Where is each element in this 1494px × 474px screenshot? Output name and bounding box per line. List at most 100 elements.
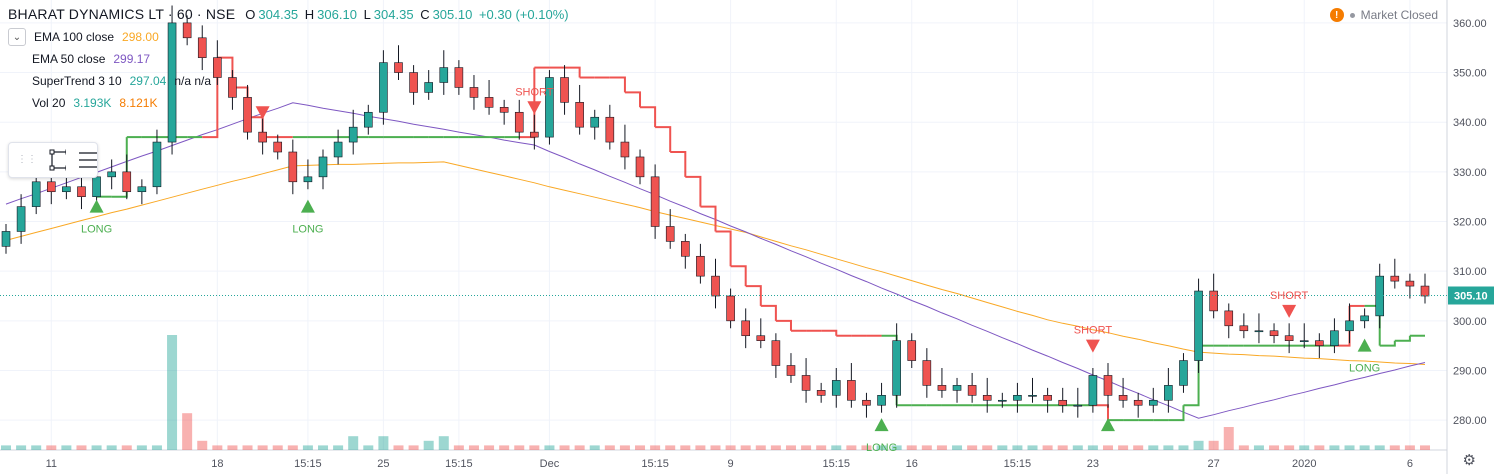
candle-body [635, 156, 645, 178]
drag-handle-icon[interactable]: ⋮⋮ [17, 154, 37, 165]
y-tick-label: 350.00 [1453, 68, 1487, 80]
volume-bar [182, 413, 193, 450]
volume-bar [378, 436, 389, 450]
candle [424, 70, 433, 100]
candle [409, 65, 418, 105]
candle [545, 70, 554, 145]
volume-bar [16, 445, 27, 450]
candle-body [786, 365, 796, 376]
candle [1254, 313, 1264, 344]
candle-body [348, 126, 358, 143]
volume-bar [604, 445, 615, 450]
collapse-legend-button[interactable]: ⌄ [8, 28, 26, 46]
candle [1043, 387, 1052, 413]
candle-body [318, 156, 328, 178]
y-tick-label: 290.00 [1453, 365, 1487, 377]
study-ema50[interactable]: EMA 50 close 299.17 [8, 48, 572, 70]
short-signal-label: SHORT [1074, 325, 1113, 337]
volume-bar [318, 445, 329, 450]
supertrend-segment [715, 230, 732, 267]
candle [1239, 313, 1249, 339]
volume-bar [468, 445, 479, 450]
candle-body [741, 320, 750, 337]
volume-bar [740, 445, 751, 450]
supertrend-segment [655, 126, 672, 152]
volume-bar [453, 445, 464, 450]
candle-body [363, 111, 373, 128]
volume-bar [1102, 445, 1113, 450]
volume-value: 3.193K [73, 96, 112, 110]
short-arrow-icon [1282, 304, 1297, 318]
candle [741, 308, 750, 349]
chart-settings-gear-icon[interactable]: ⚙ [1462, 452, 1476, 469]
candle [1299, 323, 1309, 349]
candle [635, 149, 645, 185]
candle [182, 15, 192, 46]
candle-body [1058, 399, 1068, 406]
candle-body [605, 116, 615, 143]
y-tick-label: 340.00 [1453, 117, 1487, 129]
volume-bar [1133, 445, 1144, 450]
volume-ma-value: 8.121K [119, 96, 158, 110]
candle [665, 209, 675, 249]
settings-lines-icon[interactable] [78, 149, 98, 171]
candle-body [1269, 330, 1279, 337]
long-signal-label: LONG [866, 442, 897, 454]
supertrend-segment [700, 205, 717, 232]
x-tick-label: 27 [1208, 458, 1220, 470]
candle-body [681, 241, 690, 257]
rectangle-tool-icon[interactable] [49, 149, 66, 171]
supertrend-label: SuperTrend 3 10 [32, 74, 122, 88]
volume-bar [982, 445, 993, 450]
symbol-title[interactable]: BHARAT DYNAMICS LT · 60 · NSE [8, 6, 236, 22]
candle-body [213, 57, 222, 78]
candle-body [1133, 399, 1143, 406]
candle-body [379, 62, 388, 113]
candle-body [696, 255, 705, 277]
candle [318, 149, 328, 190]
x-tick-label: 15:15 [823, 458, 851, 470]
ema50-value: 299.17 [113, 52, 151, 66]
study-volume[interactable]: Vol 20 3.193K 8.121K [8, 92, 572, 114]
candle-body [469, 87, 479, 98]
candle [1209, 273, 1218, 319]
candle-body [182, 22, 192, 39]
candle [1164, 368, 1173, 413]
candle [243, 84, 252, 140]
x-tick-label: 16 [906, 458, 918, 470]
candle [1194, 278, 1203, 373]
candle-body [952, 385, 962, 391]
volume-bar [1208, 440, 1219, 450]
status-dot-icon [1349, 12, 1355, 18]
study-ema100[interactable]: ⌄ EMA 100 close 298.00 [8, 26, 572, 48]
candle [620, 124, 630, 170]
candle-body [197, 37, 207, 58]
candle-body [1390, 275, 1400, 282]
candle [1360, 308, 1369, 329]
low-value: 304.35 [373, 6, 414, 22]
study-supertrend[interactable]: SuperTrend 3 10 297.04 n/a n/a [8, 70, 572, 92]
candle [998, 392, 1007, 408]
candle [1058, 387, 1068, 413]
candle-body [590, 116, 600, 128]
candle [454, 60, 464, 95]
warning-icon[interactable]: ! [1329, 8, 1344, 22]
candle-body [1375, 275, 1385, 317]
last-price-tag [1448, 286, 1494, 305]
supertrend-segment [564, 66, 581, 78]
candle-body [560, 77, 569, 103]
candle [167, 5, 177, 155]
short-arrow-icon [1085, 339, 1100, 353]
volume-bar [921, 445, 932, 450]
short-arrow-icon [255, 106, 270, 120]
volume-bars [1, 335, 1430, 450]
signals: LONG LONG SHORT LONG SHORT SHORT LONG [81, 86, 1380, 454]
candle [786, 353, 796, 383]
volume-bar [710, 445, 721, 450]
volume-bar [1057, 445, 1068, 450]
volume-bar [1284, 445, 1295, 450]
candle-body [1239, 325, 1249, 332]
candle [213, 40, 222, 85]
x-tick-label: 6 [1407, 458, 1413, 470]
